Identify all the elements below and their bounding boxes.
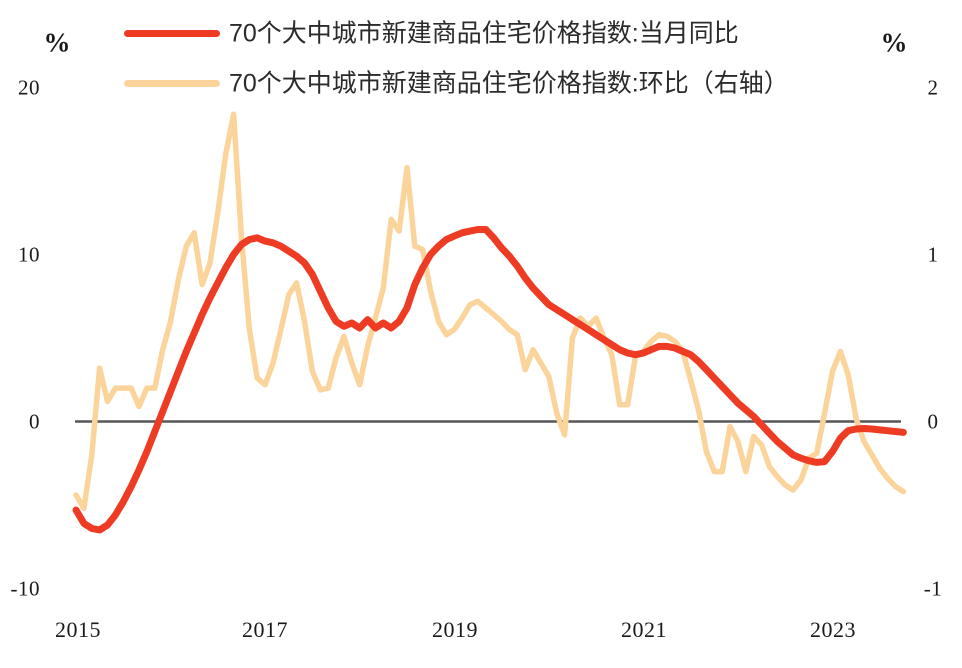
yoy-series-line [72, 226, 907, 534]
y-axis-left-tick-10: 10 [18, 242, 40, 266]
left-axis-unit: % [43, 27, 71, 58]
y-axis-right-tick-0: 0 [927, 409, 939, 433]
x-axis-tick-2015: 2015 [55, 617, 101, 642]
x-axis-tick-2021: 2021 [621, 617, 667, 642]
right-axis-unit: % [880, 27, 908, 58]
x-axis-tick-2023: 2023 [810, 617, 856, 642]
y-axis-right-tick-m1: -1 [923, 576, 943, 600]
x-axis-tick-2019: 2019 [432, 617, 478, 642]
mom-series-line [73, 111, 907, 512]
legend-label-mom: 70个大中城市新建商品住宅价格指数:环比（右轴） [229, 69, 789, 98]
y-axis-right-tick-2: 2 [927, 75, 939, 99]
x-axis-tick-2017: 2017 [242, 617, 288, 642]
y-axis-right-tick-1: 1 [927, 242, 939, 266]
legend-swatch-yoy [124, 30, 220, 37]
y-axis-left-tick-m10: -10 [10, 576, 40, 600]
y-axis-left-tick-0: 0 [29, 409, 40, 433]
legend-label-yoy: 70个大中城市新建商品住宅价格指数:当月同比 [229, 19, 739, 48]
y-axis-left-tick-20: 20 [18, 75, 40, 99]
legend-swatch-mom [124, 80, 220, 87]
